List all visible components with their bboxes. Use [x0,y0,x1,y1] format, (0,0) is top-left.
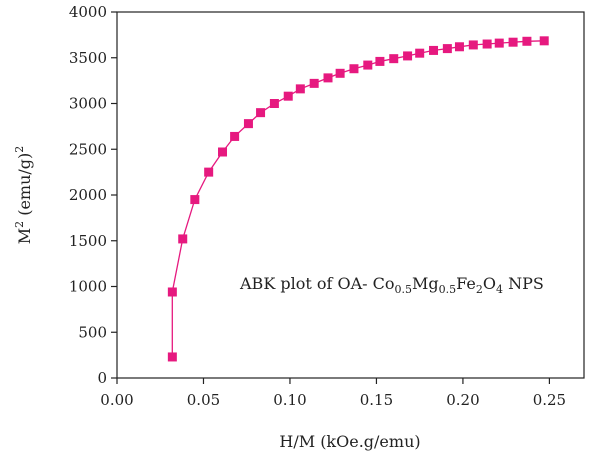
x-tick-label: 0.00 [100,391,133,409]
data-point [522,36,532,46]
data-point [442,44,452,54]
y-tick-label: 2500 [69,140,107,158]
data-point [389,54,399,64]
data-point [204,167,214,177]
data-point [468,40,478,50]
x-tick-label: 0.15 [360,391,393,409]
x-tick-label: 0.10 [273,391,306,409]
data-point [256,108,266,118]
data-point [167,352,177,362]
series-line [171,40,545,357]
data-point [375,56,385,66]
x-tick-label: 0.20 [446,391,479,409]
y-tick-label: 0 [97,369,107,387]
series-layer [167,36,549,362]
data-point [494,38,504,48]
y-tick-label: 2000 [69,186,107,204]
plot-annotation: ABK plot of OA- Co0.5Mg0.5Fe2O4 NPS [239,274,544,296]
data-point [403,51,413,61]
data-point [454,42,464,52]
x-axis-label: H/M (kOe.g/emu) [279,432,420,451]
data-point [429,45,439,55]
x-tick-label: 0.05 [187,391,220,409]
data-point [349,64,359,74]
data-point [230,131,240,141]
y-tick-label: 1500 [69,232,107,250]
data-point [218,147,228,157]
y-tick-label: 1000 [69,278,107,296]
y-axis: 0 500 1000 1500 2000 2500 3000 3500 4000 [69,3,117,387]
data-point [415,48,425,58]
x-axis: 0.00 0.05 0.10 0.15 0.20 0.25 [100,378,566,409]
data-point [269,99,279,108]
data-point [295,84,305,94]
data-point [309,78,319,88]
data-point [283,91,293,101]
data-point [363,60,373,70]
y-tick-label: 3500 [69,49,107,67]
x-tick-label: 0.25 [533,391,566,409]
data-point [335,68,345,78]
data-point [508,37,518,47]
y-tick-label: 500 [78,323,107,341]
data-point [243,119,253,129]
data-point [323,73,333,83]
y-axis-label: M2 (emu/g)2 [13,146,34,245]
data-point [167,287,177,297]
data-point [190,195,200,205]
y-tick-label: 3000 [69,95,107,113]
data-point [539,36,549,46]
y-tick-label: 4000 [69,3,107,21]
data-point [178,234,188,244]
data-point [482,39,492,49]
